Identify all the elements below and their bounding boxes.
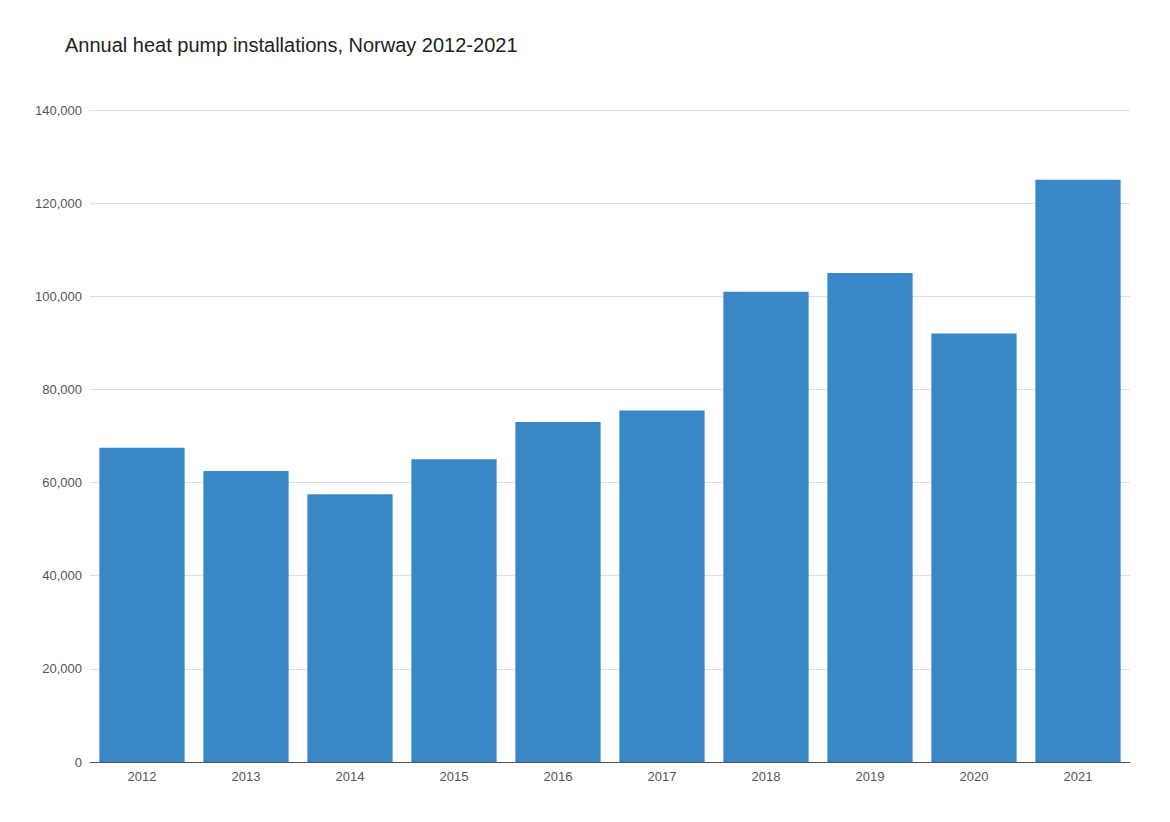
svg-text:100,000: 100,000: [35, 289, 82, 304]
svg-text:2020: 2020: [960, 769, 989, 784]
svg-text:2021: 2021: [1064, 769, 1093, 784]
svg-text:2017: 2017: [648, 769, 677, 784]
svg-text:60,000: 60,000: [42, 475, 82, 490]
svg-text:20,000: 20,000: [42, 661, 82, 676]
svg-text:40,000: 40,000: [42, 568, 82, 583]
svg-text:140,000: 140,000: [35, 103, 82, 118]
svg-text:2016: 2016: [544, 769, 573, 784]
svg-text:2018: 2018: [752, 769, 781, 784]
svg-text:2019: 2019: [856, 769, 885, 784]
svg-text:2014: 2014: [336, 769, 365, 784]
svg-text:Annual heat pump installations: Annual heat pump installations, Norway 2…: [65, 34, 518, 56]
svg-text:2015: 2015: [440, 769, 469, 784]
svg-text:80,000: 80,000: [42, 382, 82, 397]
svg-text:2012: 2012: [128, 769, 157, 784]
svg-text:0: 0: [75, 755, 82, 770]
svg-text:2013: 2013: [232, 769, 261, 784]
svg-text:120,000: 120,000: [35, 196, 82, 211]
